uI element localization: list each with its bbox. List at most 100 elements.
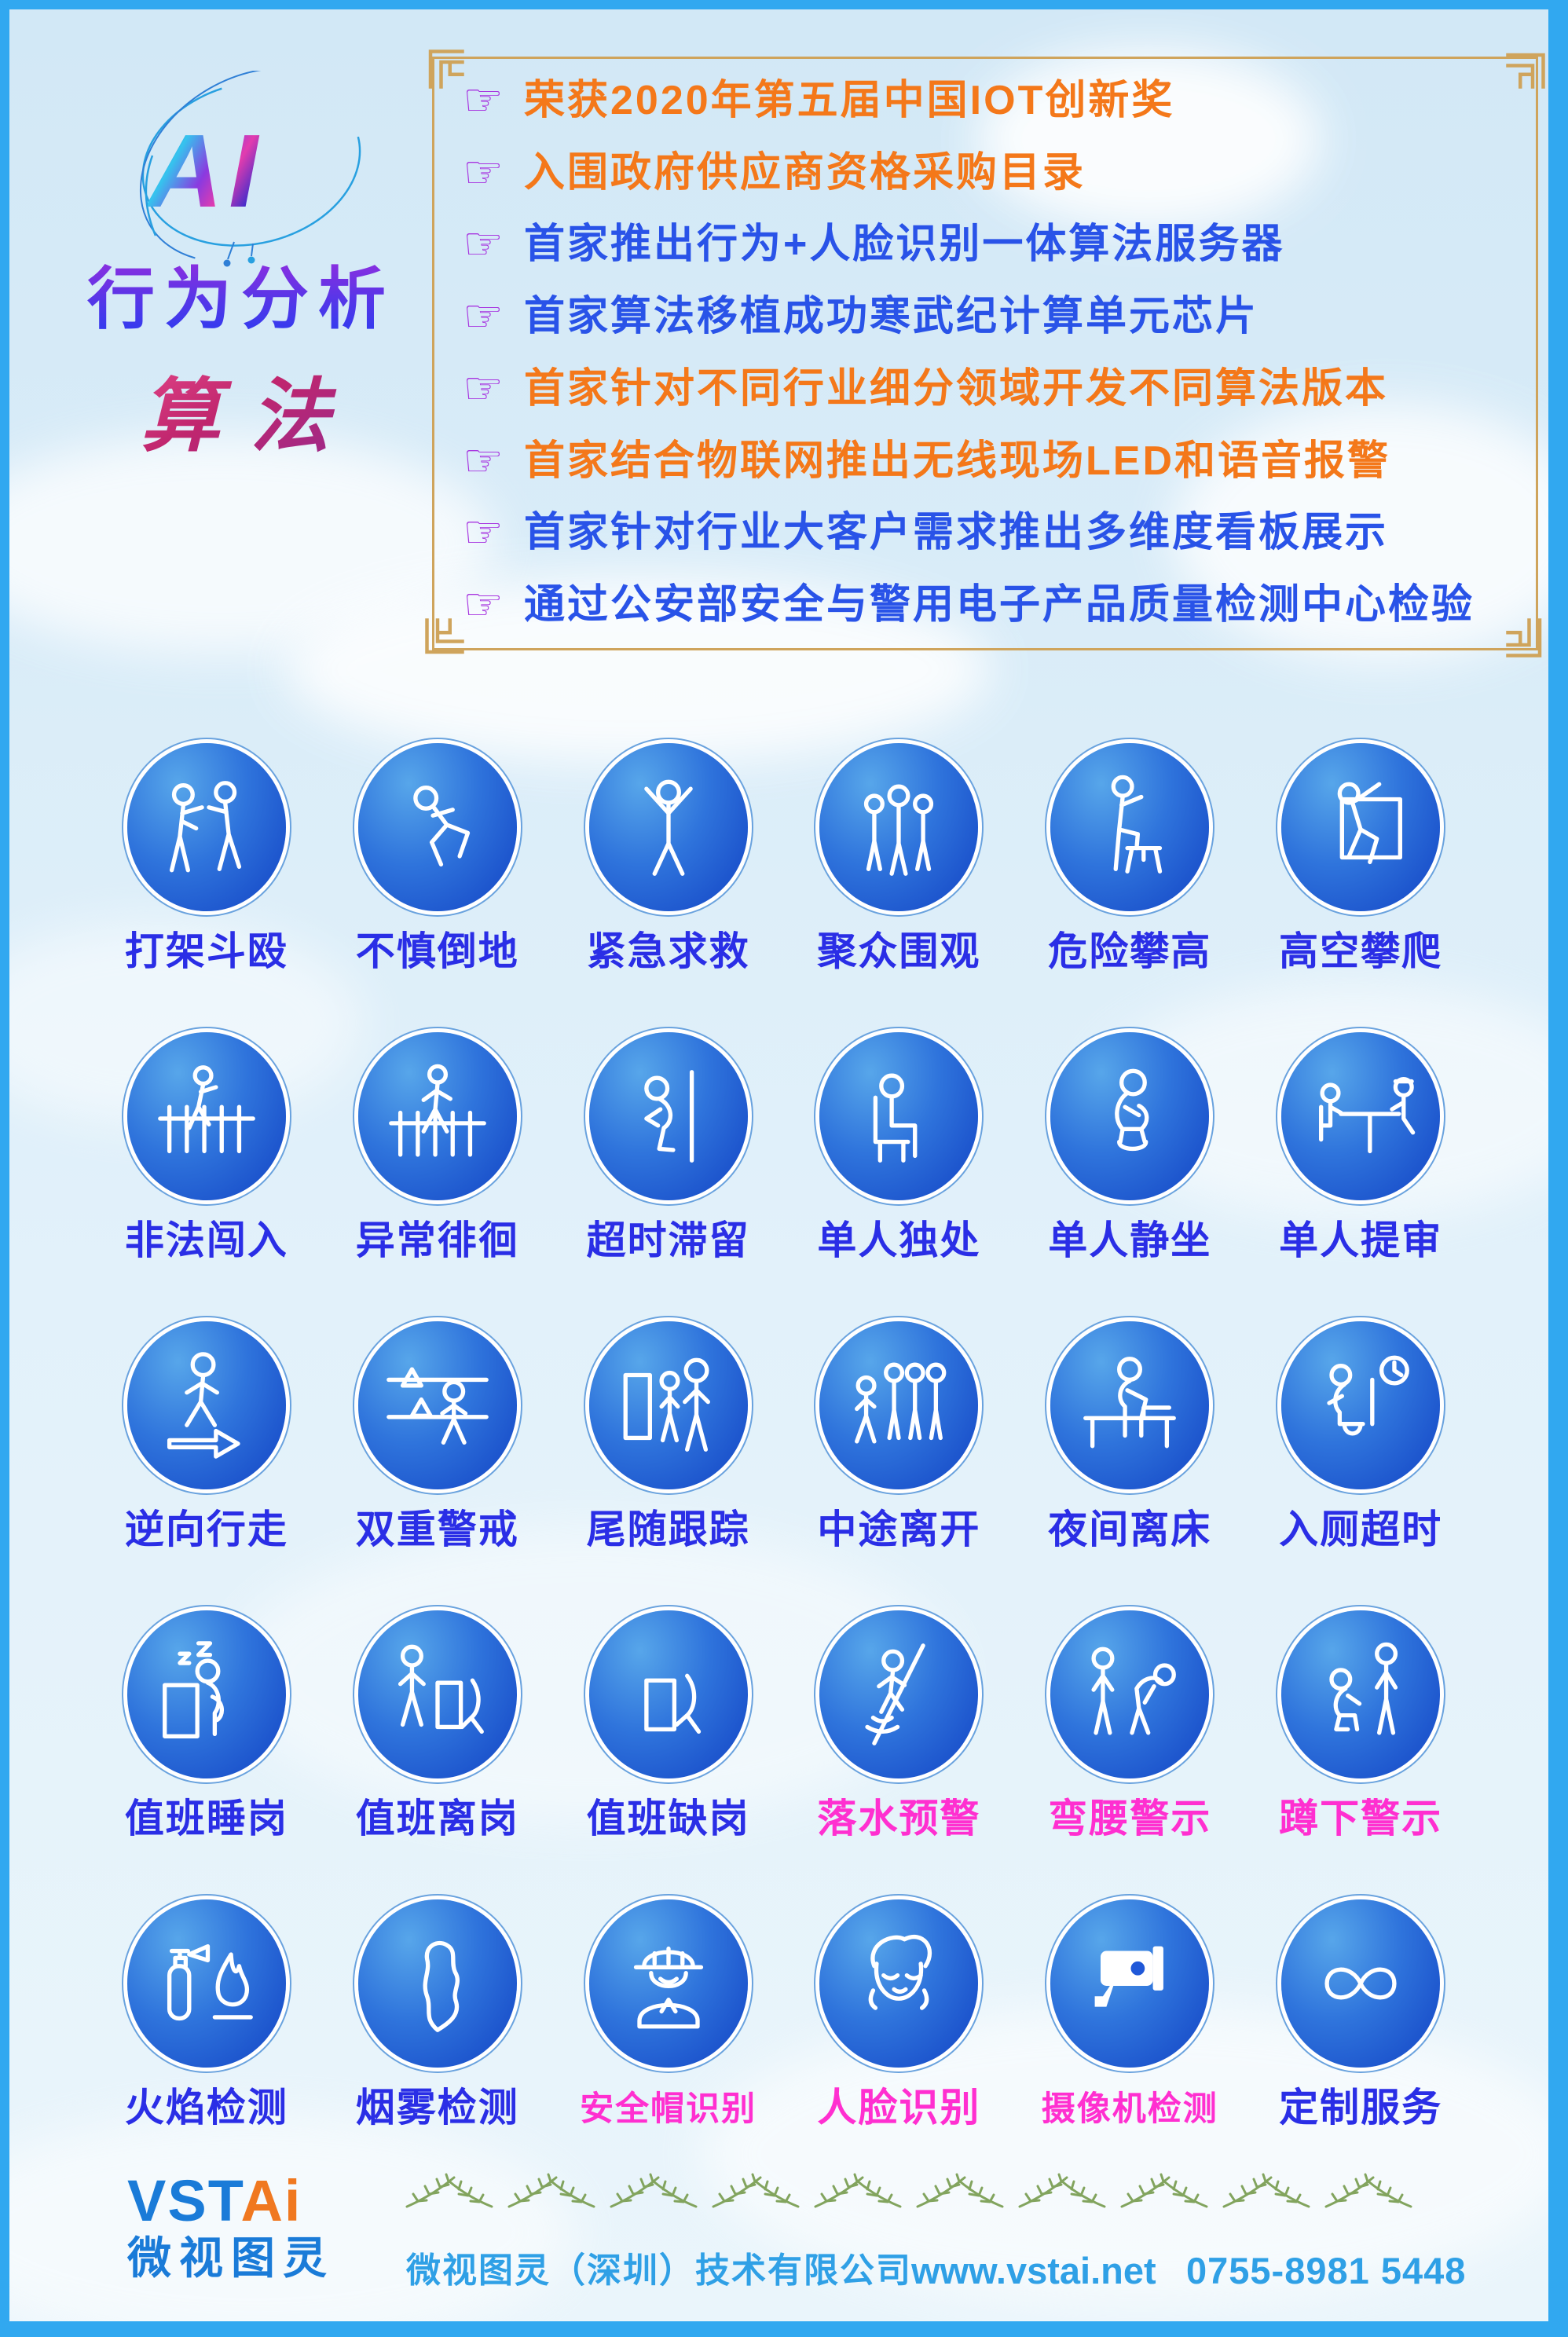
achievement-text: 入围政府供应商资格采购目录	[524, 149, 1086, 196]
face-icon	[869, 1934, 932, 2010]
behavior-label: 中途离开	[817, 1507, 981, 1551]
behavior-label: 落水预警	[817, 1797, 981, 1841]
behavior-label: 高空攀爬	[1279, 929, 1443, 973]
fall-icon	[412, 786, 470, 867]
badge-circle	[1050, 743, 1210, 911]
badge-circle	[819, 1032, 979, 1200]
behavior-label: 逆向行走	[124, 1507, 288, 1551]
grid-cell: 蹲下警示	[1245, 1598, 1476, 1887]
custom-icon	[1324, 1967, 1397, 2000]
overstay-icon	[643, 1070, 694, 1163]
toilet-timeout-icon	[1327, 1355, 1409, 1436]
behavior-label: 非法闯入	[124, 1218, 288, 1262]
behavior-label: 单人静坐	[1048, 1218, 1212, 1262]
sit-still-icon	[1115, 1068, 1149, 1152]
brand-logo-en: VSTAi	[127, 2172, 335, 2230]
grid-cell: 值班缺岗	[553, 1598, 784, 1887]
grid-cell: 安全帽识别	[553, 1887, 784, 2176]
cloud	[284, 575, 991, 764]
behavior-label: 危险攀高	[1048, 929, 1212, 973]
achievement-text: 首家结合物联网推出无线现场LED和语音报警	[524, 438, 1391, 484]
phone-number: 0755-8981 5448	[1186, 2250, 1467, 2291]
badge-circle	[588, 1321, 748, 1489]
crowd-icon	[864, 784, 934, 876]
ai-logo-block: AI 行为分析 算法	[57, 64, 426, 512]
badge-circle	[357, 1610, 517, 1778]
leaf-branch-icon	[916, 2173, 1004, 2208]
camera-icon	[1094, 1946, 1164, 2007]
grid-cell: 超时滞留	[553, 1020, 784, 1309]
badge-circle	[819, 1321, 979, 1489]
tailgate-icon	[623, 1357, 710, 1452]
grid-cell: 双重警戒	[322, 1309, 553, 1598]
cloud	[9, 2115, 575, 2321]
grid-cell: 危险攀高	[1014, 731, 1245, 1020]
reverse-walk-icon	[167, 1352, 240, 1459]
sos-icon	[643, 779, 693, 876]
behavior-grid: 打架斗殴 不慎倒地 紧急求救 聚众围观 危险攀高 高空攀爬 非法闯入 异常徘徊 超时滞留 单人独处…	[9, 731, 1548, 2176]
achievement-item: ☞ 首家针对不同行业细分领域开发不同算法版本	[463, 365, 1514, 412]
badge-circle	[126, 1032, 286, 1200]
corner-ornament-icon	[425, 618, 464, 654]
circuit-rings-icon	[139, 71, 367, 267]
grid-cell: 值班离岗	[322, 1598, 553, 1887]
badge-circle	[1281, 1899, 1441, 2068]
achievement-item: ☞ 首家针对行业大客户需求推出多维度看板展示	[463, 510, 1514, 555]
corner-ornament-icon	[1506, 53, 1545, 89]
grid-cell: 单人静坐	[1014, 1020, 1245, 1309]
leaf-branch-icon	[507, 2173, 595, 2208]
pointing-hand-icon: ☞	[463, 218, 504, 270]
badge-circle	[588, 1610, 748, 1778]
grid-cell: 紧急求救	[553, 731, 784, 1020]
badge-circle	[1281, 743, 1441, 911]
behavior-label: 聚众围观	[817, 929, 981, 973]
behavior-label: 打架斗殴	[124, 929, 288, 973]
grid-cell: 入厕超时	[1245, 1309, 1476, 1598]
badge-circle	[357, 1032, 517, 1200]
grid-cell: 人脸识别	[784, 1887, 1015, 2176]
badge-circle	[1050, 1899, 1210, 2068]
achievement-item: ☞ 首家推出行为+人脸识别一体算法服务器	[463, 222, 1514, 267]
behavior-label: 异常徘徊	[355, 1218, 519, 1262]
behavior-label: 单人独处	[817, 1218, 981, 1262]
leaf-branch-icon	[1018, 2173, 1106, 2208]
badge-circle	[126, 743, 286, 911]
grid-cell: 落水预警	[784, 1598, 1015, 1887]
badge-circle	[819, 1610, 979, 1778]
leaf-branch-icon	[1120, 2173, 1208, 2208]
badge-circle	[126, 1321, 286, 1489]
climb-high-icon	[1337, 782, 1403, 865]
leaf-branch-icon	[712, 2173, 800, 2208]
achievement-text: 首家针对不同行业细分领域开发不同算法版本	[524, 365, 1389, 412]
behavior-label: 单人提审	[1279, 1218, 1443, 1262]
leaf-branch-icon	[814, 2173, 902, 2208]
grid-cell: 弯腰警示	[1014, 1598, 1245, 1887]
badge-circle	[357, 743, 517, 911]
bend-over-icon	[1091, 1647, 1177, 1735]
alone-icon	[874, 1073, 918, 1163]
leaf-branch-icon	[610, 2173, 698, 2208]
website-url: www.vstai.net	[911, 2250, 1156, 2291]
company-name: 微视图灵（深圳）技术有限公司	[406, 2251, 912, 2290]
behavior-label: 蹲下警示	[1279, 1797, 1443, 1841]
badge-circle	[1281, 1032, 1441, 1200]
corner-ornament-icon	[1506, 618, 1542, 658]
badge-circle	[588, 743, 748, 911]
achievement-text: 首家算法移植成功寒武纪计算单元芯片	[524, 294, 1259, 340]
badge-circle	[588, 1899, 748, 2068]
achievements-list: ☞ 荣获2020年第五届中国IOT创新奖 ☞ 入围政府供应商资格采购目录 ☞ 首家推出行为…	[434, 59, 1536, 648]
achievement-item: ☞ 通过公安部安全与警用电子产品质量检测中心检验	[463, 581, 1514, 628]
badge-circle	[1281, 1321, 1441, 1489]
intrude-icon	[158, 1065, 255, 1154]
badge-circle	[1050, 1032, 1210, 1200]
leaf-branch-icon	[1222, 2173, 1310, 2208]
grid-cell: 中途离开	[784, 1309, 1015, 1598]
brand-logo-cn: 微视图灵	[127, 2233, 335, 2283]
behavior-label: 尾随跟踪	[586, 1507, 750, 1551]
achievement-text: 首家针对行业大客户需求推出多维度看板展示	[524, 510, 1389, 556]
leave-duty-icon	[397, 1644, 484, 1734]
achievement-text: 通过公安部安全与警用电子产品质量检测中心检验	[524, 581, 1475, 628]
fight-icon	[169, 781, 242, 873]
grid-cell: 值班睡岗	[91, 1598, 322, 1887]
